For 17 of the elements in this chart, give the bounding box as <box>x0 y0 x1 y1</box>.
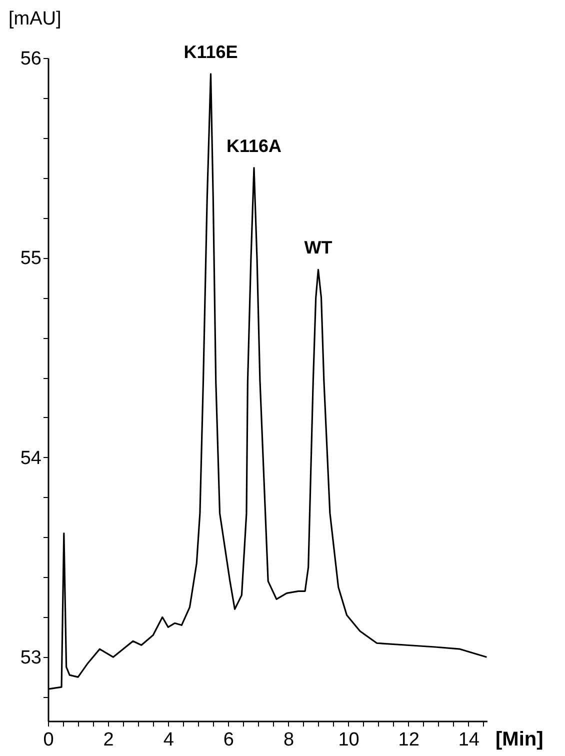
x-tick-label: 6 <box>223 730 234 750</box>
y-tick-label: 55 <box>20 248 42 270</box>
y-axis-title: [mAU] <box>8 8 62 30</box>
y-tick-label: 53 <box>20 648 42 669</box>
x-tick-label: 12 <box>398 730 420 750</box>
annotation: WT <box>304 238 332 258</box>
x-tick-label: 2 <box>103 730 114 750</box>
x-tick-label: 10 <box>338 730 360 750</box>
x-tick-label: 4 <box>163 730 174 750</box>
x-axis-title: [Min] <box>496 728 544 750</box>
annotation: K116E <box>184 42 238 62</box>
y-tick-label: 54 <box>20 448 42 469</box>
annotation: K116A <box>226 136 282 156</box>
y-tick-label: 56 <box>20 48 42 70</box>
x-tick-label: 14 <box>458 730 480 750</box>
x-tick-label: 8 <box>283 730 294 750</box>
x-tick-label: 0 <box>43 730 54 750</box>
